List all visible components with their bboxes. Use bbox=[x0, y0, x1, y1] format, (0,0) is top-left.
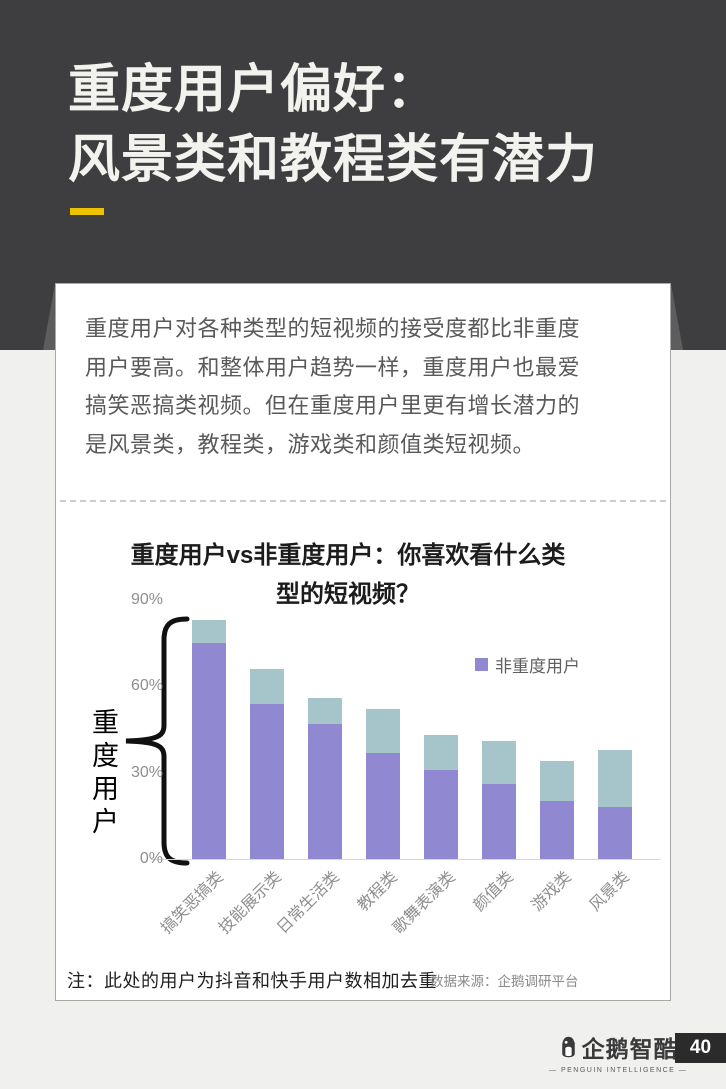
bar-nonheavy-2 bbox=[250, 704, 284, 859]
logo-subtext: — PENGUIN INTELLIGENCE — bbox=[549, 1067, 688, 1074]
bar-nonheavy-3 bbox=[308, 724, 342, 859]
summary-paragraph: 重度用户对各种类型的短视频的接受度都比非重度 用户要高。和整体用户趋势一样，重度… bbox=[85, 310, 652, 464]
data-source: 数据来源：企鹅调研平台 bbox=[430, 974, 579, 989]
y-tick-60%: 60% bbox=[130, 677, 163, 695]
chart-legend: 非重度用户 bbox=[475, 652, 580, 677]
chart-title-line2: 型的短视频？ bbox=[276, 581, 420, 608]
brand-logo: 企鹅智酷 — PENGUIN INTELLIGENCE — bbox=[549, 1030, 687, 1074]
page-number: 40 bbox=[689, 1037, 712, 1058]
page-title: 重度用户偏好： 风景类和教程类有潜力 bbox=[68, 55, 598, 195]
bar-nonheavy-5 bbox=[424, 770, 458, 859]
page-title-line2: 风景类和教程类有潜力 bbox=[68, 131, 599, 189]
page-number-badge: 40 bbox=[675, 1033, 726, 1063]
legend-label-nonheavy: 非重度用户 bbox=[495, 657, 580, 676]
bar-nonheavy-1 bbox=[192, 643, 226, 859]
page-title-line1: 重度用户偏好： bbox=[68, 61, 440, 119]
paragraph-line: 重度用户对各种类型的短视频的接受度都比非重度 bbox=[85, 316, 581, 341]
left-axis-label-heavy-users: 重度用户 bbox=[88, 708, 118, 840]
curly-brace bbox=[125, 616, 190, 866]
chart-title-line1: 重度用户vs非重度用户：你喜欢看什么类 bbox=[130, 542, 566, 569]
title-accent-underline bbox=[70, 208, 104, 215]
bar-nonheavy-8 bbox=[598, 807, 632, 859]
dashed-divider bbox=[60, 500, 666, 502]
y-tick-90%: 90% bbox=[130, 591, 163, 608]
penguin-icon bbox=[561, 1036, 576, 1058]
legend-swatch-nonheavy bbox=[475, 658, 488, 671]
y-tick-30%: 30% bbox=[130, 763, 163, 781]
chart-title: 重度用户vs非重度用户：你喜欢看什么类 型的短视频？ bbox=[56, 536, 640, 614]
bar-nonheavy-7 bbox=[540, 801, 574, 859]
plot-area bbox=[151, 600, 661, 860]
paragraph-line: 用户要高。和整体用户趋势一样，重度用户也最爱 bbox=[85, 354, 581, 380]
chart-note: 注：此处的用户为抖音和快手用户数相加去重 bbox=[67, 971, 437, 991]
bar-nonheavy-6 bbox=[482, 784, 516, 859]
y-tick-0%: 0% bbox=[139, 850, 163, 867]
bar-nonheavy-4 bbox=[366, 753, 400, 859]
paragraph-line: 搞笑恶搞类视频。但在重度用户里更有增长潜力的 bbox=[85, 393, 581, 418]
content-card: 重度用户对各种类型的短视频的接受度都比非重度 用户要高。和整体用户趋势一样，重度… bbox=[55, 283, 671, 1001]
logo-text: 企鹅智酷 bbox=[581, 1036, 678, 1062]
paragraph-line: 是风景类，教程类，游戏类和颜值类短视频。 bbox=[85, 431, 536, 457]
